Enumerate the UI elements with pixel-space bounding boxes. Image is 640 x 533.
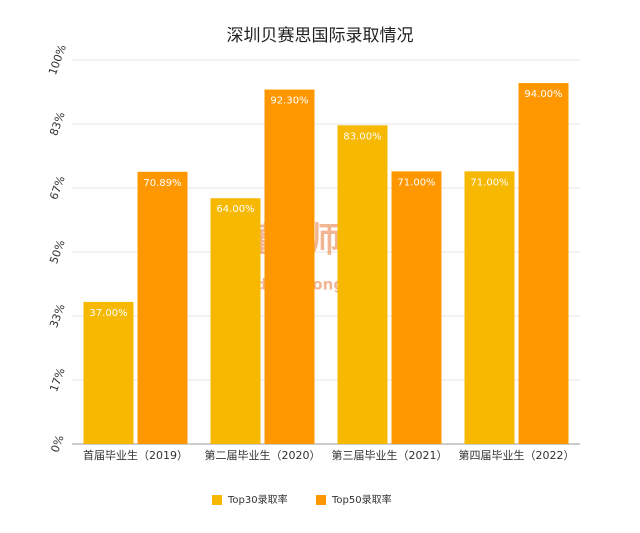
x-tick-label: 第二届毕业生（2020） bbox=[205, 448, 321, 462]
value-label: 71.00% bbox=[397, 177, 435, 188]
bar bbox=[137, 171, 188, 444]
bar bbox=[83, 301, 134, 444]
value-label: 64.00% bbox=[216, 204, 254, 215]
legend-swatch bbox=[316, 495, 326, 505]
legend-label: Top30录取率 bbox=[227, 493, 288, 506]
value-label: 83.00% bbox=[343, 131, 381, 142]
bar bbox=[210, 198, 261, 444]
x-tick-label: 第四届毕业生（2022） bbox=[459, 448, 575, 462]
y-tick-label: 0% bbox=[48, 433, 66, 454]
bar bbox=[264, 89, 315, 445]
value-label: 37.00% bbox=[89, 308, 127, 319]
bar bbox=[391, 171, 442, 445]
bar bbox=[518, 83, 569, 444]
chart-title: 深圳贝赛思国际录取情况 bbox=[227, 25, 414, 46]
value-label: 92.30% bbox=[270, 96, 308, 107]
value-label: 70.89% bbox=[143, 178, 181, 189]
value-label: 71.00% bbox=[470, 177, 508, 188]
legend-swatch bbox=[212, 495, 222, 505]
x-tick-label: 首届毕业生（2019） bbox=[83, 448, 188, 462]
value-label: 94.00% bbox=[524, 89, 562, 100]
bar bbox=[337, 125, 388, 444]
x-tick-label: 第三届毕业生（2021） bbox=[332, 448, 448, 462]
bar bbox=[464, 171, 515, 445]
legend-label: Top50录取率 bbox=[331, 493, 392, 506]
